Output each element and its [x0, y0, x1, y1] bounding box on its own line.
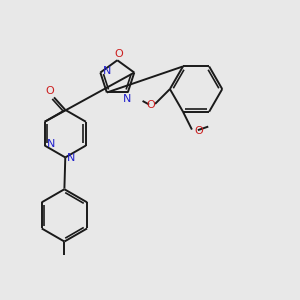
Text: O: O [194, 126, 203, 136]
Text: N: N [46, 140, 55, 149]
Text: N: N [103, 66, 112, 76]
Text: O: O [45, 86, 54, 96]
Text: N: N [123, 94, 131, 104]
Text: N: N [67, 153, 75, 163]
Text: O: O [114, 49, 123, 59]
Text: O: O [146, 100, 155, 110]
